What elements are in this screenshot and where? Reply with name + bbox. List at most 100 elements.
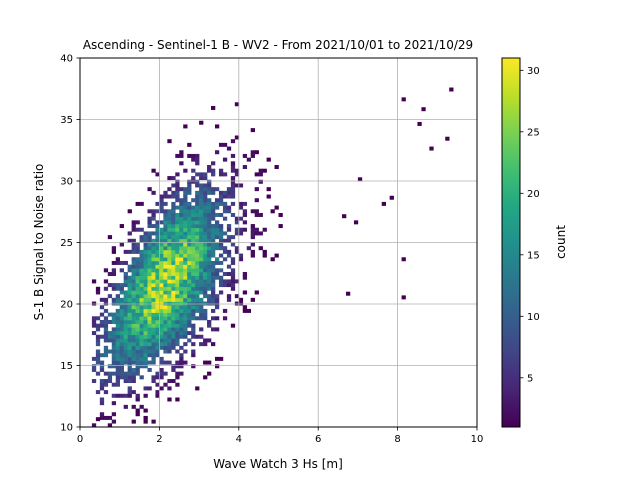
- heatmap-cell: [191, 286, 196, 291]
- heatmap-cell: [111, 249, 117, 254]
- heatmap-cell: [103, 382, 109, 387]
- heatmap-cell: [242, 165, 248, 169]
- heatmap-cell: [171, 194, 176, 199]
- heatmap-cell: [139, 238, 144, 243]
- heatmap-cell: [167, 246, 172, 251]
- heatmap-cell: [203, 242, 208, 247]
- heatmap-cell: [183, 238, 188, 243]
- heatmap-cell: [139, 249, 144, 254]
- heatmap-cell: [203, 216, 208, 221]
- heatmap-cell: [147, 209, 152, 214]
- heatmap-cell: [211, 190, 216, 195]
- heatmap-cell: [195, 153, 200, 158]
- heatmap-cell: [167, 334, 172, 339]
- heatmap-cell: [119, 286, 124, 291]
- heatmap-cell: [214, 246, 220, 251]
- heatmap-cell: [195, 253, 200, 258]
- heatmap-cell: [203, 316, 208, 321]
- heatmap-cell: [167, 386, 172, 391]
- heatmap-cells: [91, 87, 454, 428]
- heatmap-cell: [211, 161, 216, 166]
- heatmap-cell: [179, 356, 184, 361]
- heatmap-cell: [175, 172, 180, 177]
- heatmap-cell: [147, 275, 152, 280]
- heatmap-cell: [199, 194, 204, 199]
- heatmap-cell: [159, 323, 164, 328]
- heatmap-cell: [95, 360, 101, 365]
- heatmap-cell: [95, 342, 101, 347]
- heatmap-cell: [123, 305, 128, 310]
- heatmap-cell: [250, 209, 255, 214]
- heatmap-cell: [207, 338, 212, 343]
- heatmap-cell: [163, 212, 168, 217]
- heatmap-cell: [119, 308, 124, 313]
- heatmap-cell: [175, 301, 180, 306]
- heatmap-cell: [155, 342, 160, 347]
- heatmap-cell: [107, 375, 113, 380]
- heatmap-cell: [147, 235, 152, 240]
- heatmap-cell: [143, 386, 148, 391]
- heatmap-cell: [155, 275, 160, 280]
- heatmap-cell: [230, 165, 236, 169]
- heatmap-cell: [151, 168, 156, 173]
- heatmap-cell: [214, 212, 220, 217]
- heatmap-cell: [175, 323, 180, 328]
- heatmap-cell: [167, 397, 172, 402]
- heatmap-cell: [167, 360, 172, 365]
- heatmap-cell: [115, 393, 120, 398]
- heatmap-cell: [234, 135, 240, 140]
- heatmap-cell: [115, 342, 120, 347]
- heatmap-cell: [151, 286, 156, 291]
- heatmap-cell: [238, 183, 244, 188]
- heatmap-cell: [123, 272, 128, 277]
- heatmap-cell: [167, 231, 172, 236]
- heatmap-cell: [195, 220, 200, 225]
- heatmap-cell: [266, 194, 271, 199]
- heatmap-cell: [103, 268, 109, 273]
- heatmap-cell: [214, 272, 220, 277]
- heatmap-cell: [135, 242, 140, 247]
- heatmap-cell: [131, 264, 136, 269]
- heatmap-cell: [183, 264, 188, 269]
- heatmap-cell: [143, 272, 148, 277]
- heatmap-cell: [131, 349, 136, 354]
- heatmap-cell: [171, 323, 176, 328]
- heatmap-cell: [147, 268, 152, 273]
- heatmap-cell: [222, 308, 228, 313]
- heatmap-cell: [211, 231, 216, 236]
- heatmap-cell: [179, 187, 184, 192]
- heatmap-cell: [163, 312, 168, 317]
- heatmap-cell: [191, 264, 196, 269]
- heatmap-cell: [127, 209, 132, 214]
- heatmap-cell: [171, 238, 176, 243]
- heatmap-cell: [147, 290, 152, 295]
- heatmap-cell: [115, 353, 120, 358]
- heatmap-cell: [218, 194, 224, 199]
- heatmap-cell: [187, 286, 192, 291]
- heatmap-cell: [445, 136, 450, 141]
- heatmap-cell: [151, 305, 156, 310]
- heatmap-cell: [207, 323, 212, 328]
- heatmap-cell: [222, 205, 228, 210]
- heatmap-cell: [163, 334, 168, 339]
- colorbar-gradient: [501, 57, 521, 428]
- heatmap-cell: [147, 312, 152, 317]
- heatmap-cell: [155, 375, 160, 380]
- heatmap-cell: [191, 294, 196, 299]
- heatmap-cell: [179, 153, 184, 158]
- heatmap-cell: [115, 334, 120, 339]
- heatmap-cell: [131, 367, 136, 372]
- heatmap-cell: [95, 353, 101, 358]
- heatmap-cell: [127, 308, 132, 313]
- heatmap-cell: [175, 264, 180, 269]
- heatmap-cell: [143, 327, 148, 332]
- colorbar-tick-label: 25: [527, 127, 540, 138]
- heatmap-cell: [135, 412, 140, 417]
- heatmap-cell: [131, 227, 136, 232]
- heatmap-cell: [123, 345, 128, 350]
- heatmap-cell: [195, 275, 200, 280]
- heatmap-cell: [191, 364, 196, 369]
- heatmap-cell: [143, 286, 148, 291]
- heatmap-cell: [191, 334, 196, 339]
- heatmap-cell: [103, 301, 109, 306]
